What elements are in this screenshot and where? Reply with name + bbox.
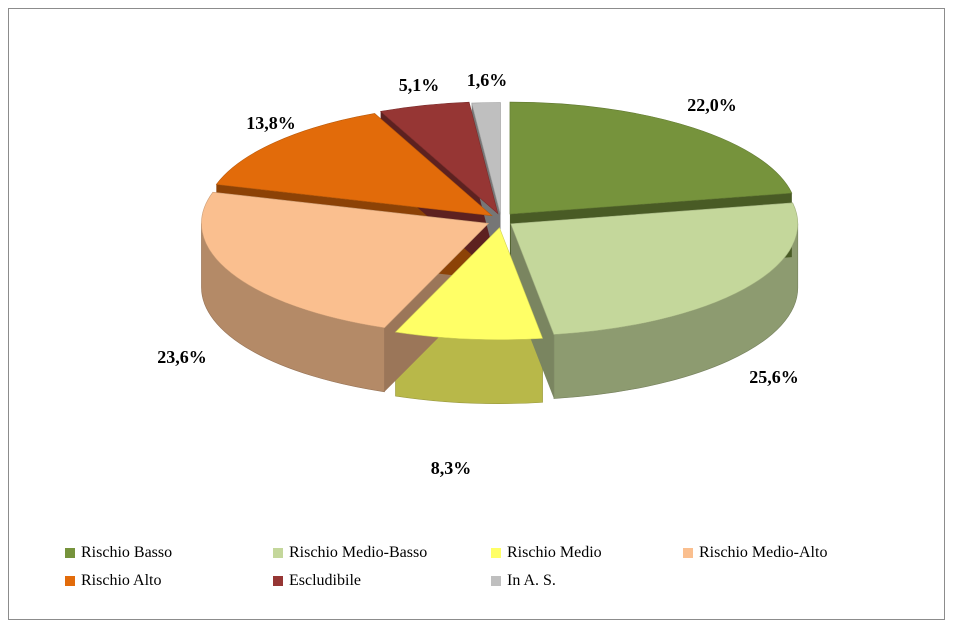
pie-slice-5	[379, 101, 499, 215]
legend-swatch-1	[273, 548, 283, 558]
data-label-2: 8,3%	[431, 458, 472, 478]
legend-label-2: Rischio Medio	[507, 544, 602, 561]
chart-legend: Rischio Basso Rischio Medio-Basso Rischio …	[65, 544, 945, 590]
legend-item-1: Rischio Medio-Basso	[273, 544, 491, 562]
legend-swatch-4	[65, 576, 75, 586]
legend-swatch-6	[491, 576, 501, 586]
legend-item-0: Rischio Basso	[65, 544, 273, 562]
pie-slice-cut-1-1	[510, 223, 554, 399]
legend-item-6: In A. S.	[491, 572, 683, 590]
legend-swatch-3	[683, 548, 693, 558]
legend-swatch-5	[273, 576, 283, 586]
legend-label-6: In A. S.	[507, 572, 556, 589]
legend-item-4: Rischio Alto	[65, 572, 273, 590]
pie-slice-0	[509, 101, 793, 215]
legend-label-1: Rischio Medio-Basso	[289, 544, 428, 561]
legend-label-0: Rischio Basso	[81, 544, 173, 561]
chart-frame: 22,0% 25,6% 8,3% 23,6% 13,8% 5,1% 1,6% Rischio…	[8, 8, 945, 620]
pie-slice-1	[510, 202, 799, 335]
data-label-6: 1,6%	[467, 70, 508, 90]
data-label-1: 25,6%	[749, 367, 799, 387]
pie-slice-3	[201, 191, 490, 329]
legend-item-5: Escludibile	[273, 572, 491, 590]
data-label-5: 5,1%	[399, 75, 440, 95]
legend-item-2: Rischio Medio	[491, 544, 683, 562]
data-label-4: 13,8%	[246, 113, 296, 133]
pie-slice-2	[394, 227, 544, 340]
pie-chart: 22,0% 25,6% 8,3% 23,6% 13,8% 5,1% 1,6%	[157, 70, 799, 478]
legend-item-3: Rischio Medio-Alto	[683, 544, 903, 562]
data-label-0: 22,0%	[687, 95, 737, 115]
legend-swatch-2	[491, 548, 501, 558]
legend-label-4: Rischio Alto	[81, 572, 162, 589]
legend-label-3: Rischio Medio-Alto	[699, 544, 828, 561]
pie-slice-6	[471, 102, 501, 215]
legend-label-5: Escludibile	[289, 572, 361, 589]
legend-swatch-0	[65, 548, 75, 558]
pie-slice-4	[215, 113, 493, 217]
data-label-3: 23,6%	[157, 347, 207, 367]
